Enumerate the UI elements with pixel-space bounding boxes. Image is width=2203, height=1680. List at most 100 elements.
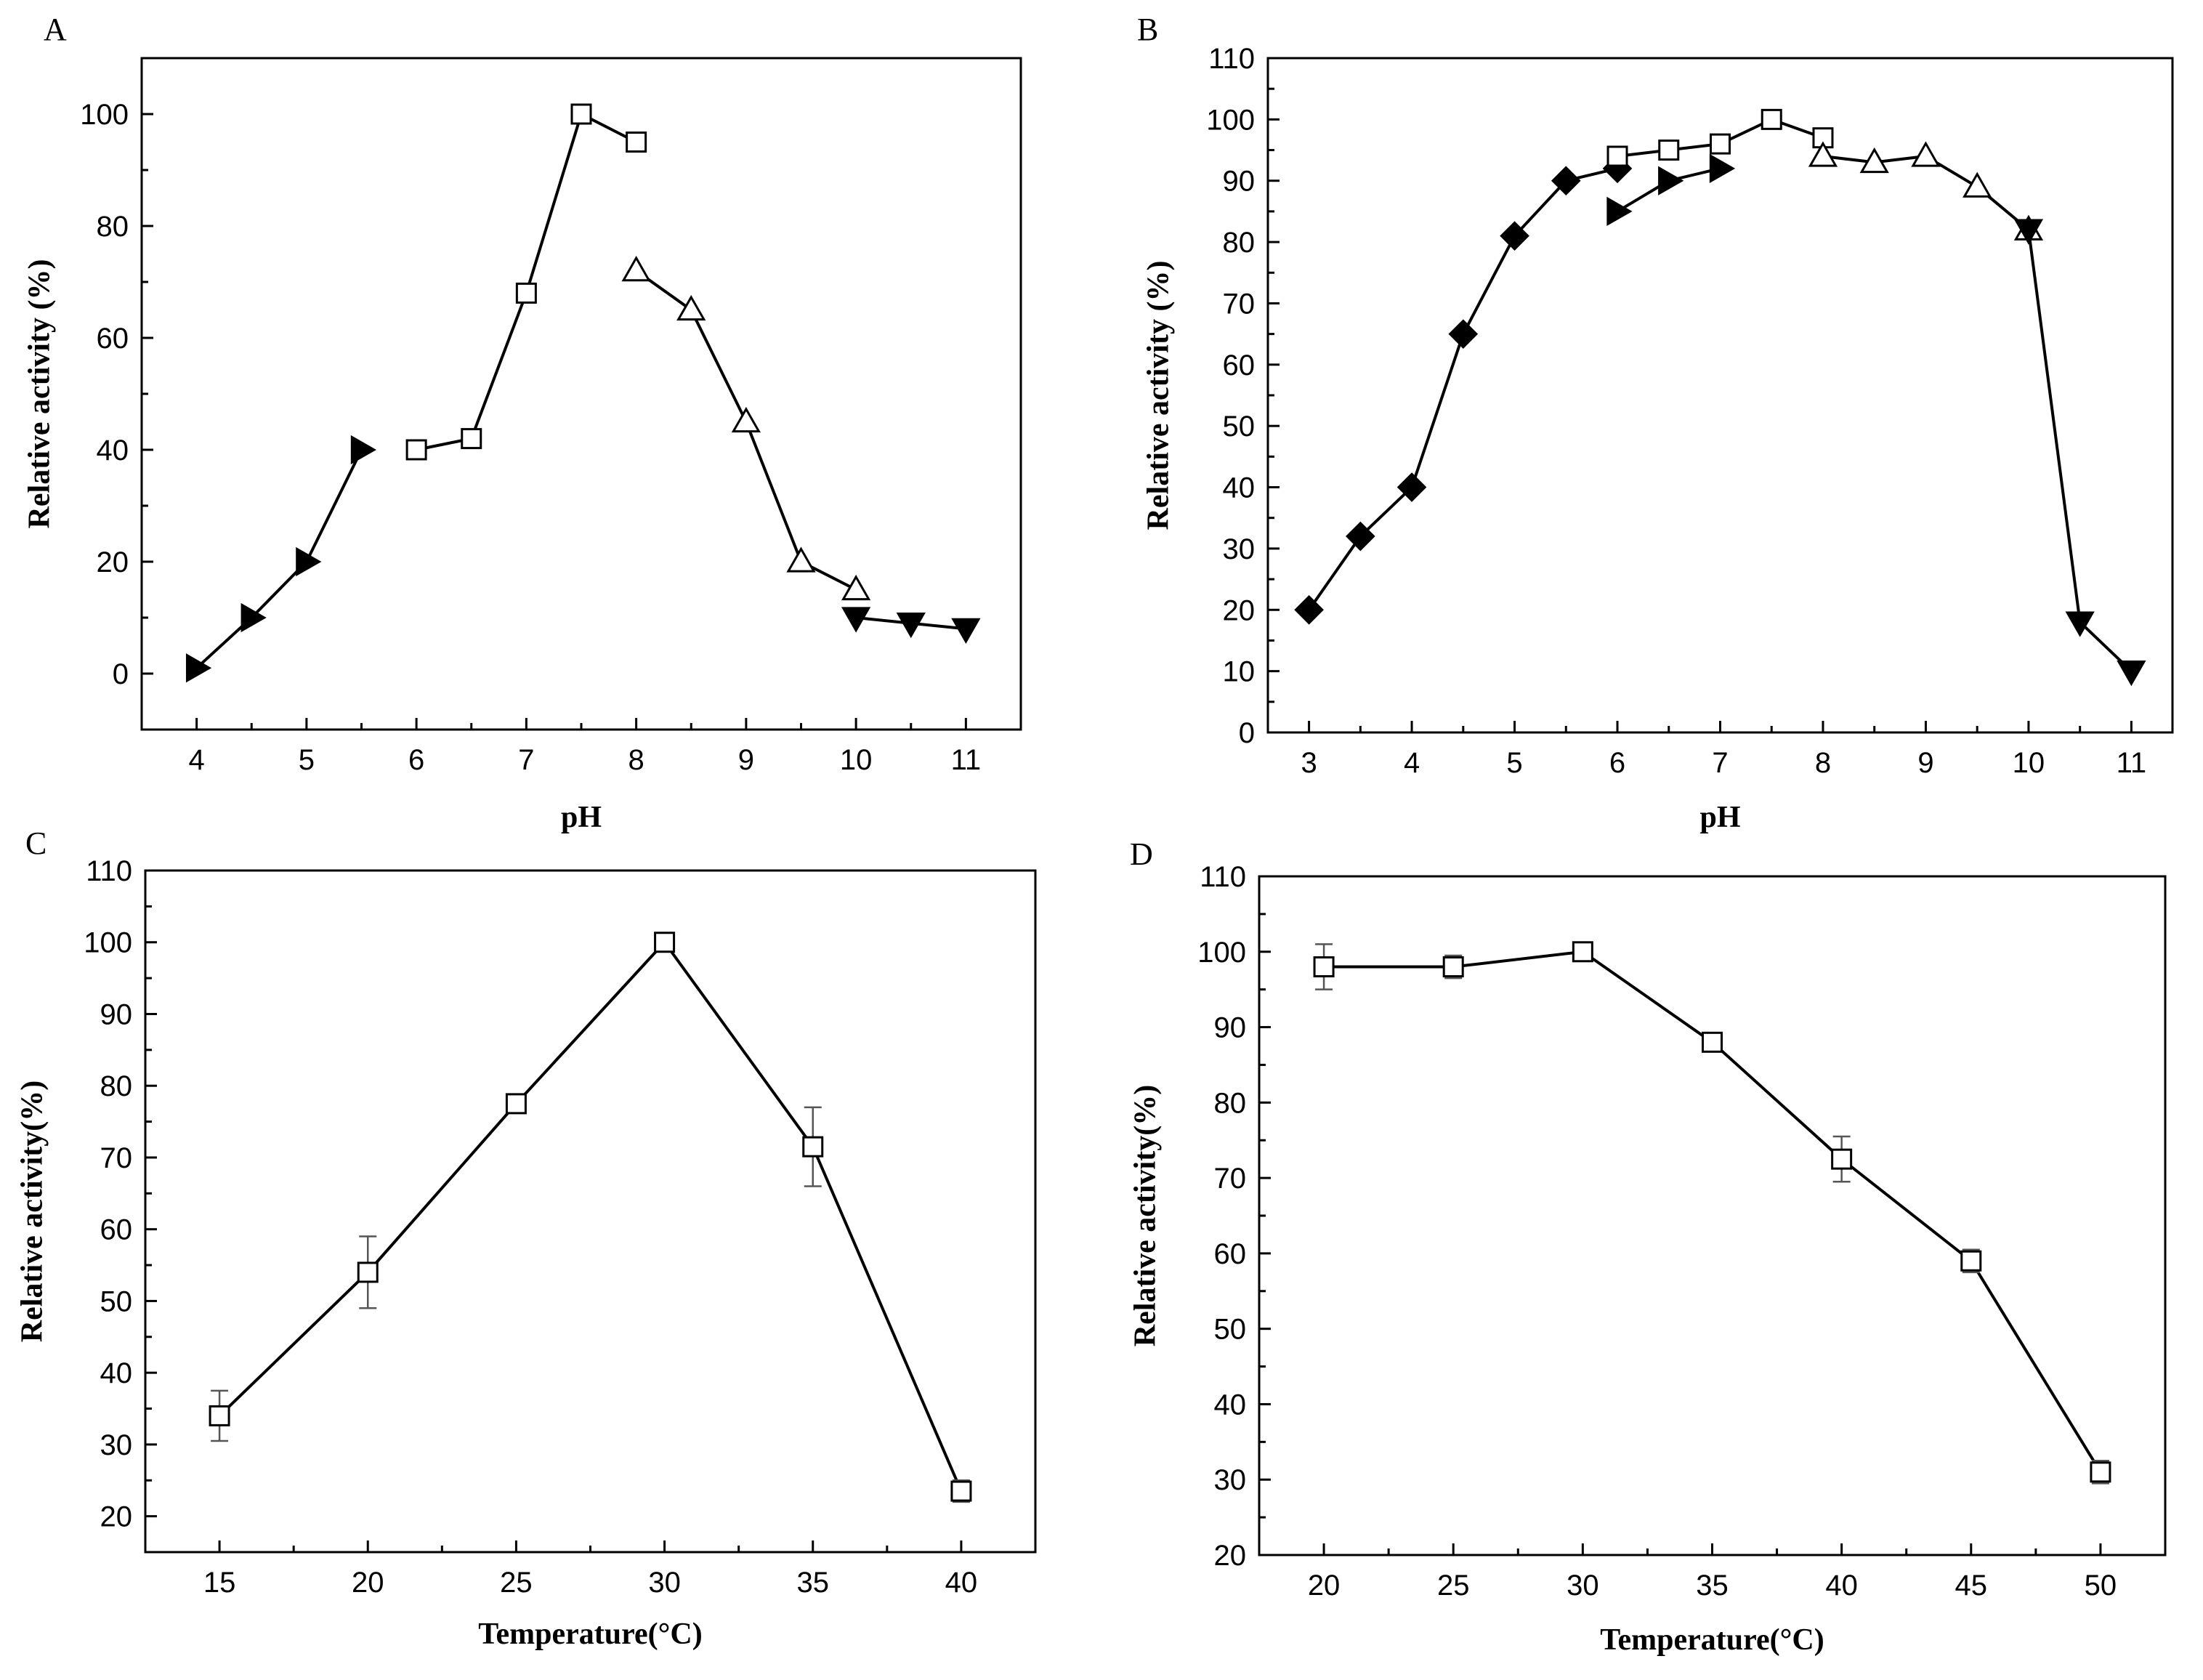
x-tick-label: 11 bbox=[951, 744, 982, 776]
panel-d: D 20 25 30 35 40 45 50 20 30 40 50 60 70 80 90 100 110 Tem… bbox=[1129, 836, 2167, 1657]
data-point bbox=[731, 406, 761, 433]
data-point bbox=[461, 428, 482, 450]
y-tick-label: 20 bbox=[100, 1501, 133, 1533]
data-point bbox=[2013, 219, 2044, 245]
y-tick-label: 30 bbox=[1223, 533, 1256, 565]
data-point bbox=[786, 546, 816, 573]
x-tick-label: 3 bbox=[1301, 747, 1317, 779]
x-tick-label: 5 bbox=[1506, 747, 1522, 779]
data-point bbox=[1960, 1250, 1982, 1272]
data-point bbox=[2117, 660, 2146, 687]
x-tick-label: 35 bbox=[797, 1567, 830, 1599]
plot-frame bbox=[1258, 875, 2167, 1556]
y-axis-title: Relative activity(%) bbox=[16, 1081, 49, 1342]
series-1 bbox=[1313, 941, 2111, 1485]
y-tick-label: 50 bbox=[1214, 1314, 1247, 1346]
x-tick-label: 8 bbox=[1815, 747, 1831, 779]
data-point bbox=[185, 653, 212, 683]
x-axis-title: Temperature(°C) bbox=[478, 1618, 702, 1651]
y-tick-label: 50 bbox=[100, 1285, 133, 1317]
data-point bbox=[1294, 594, 1324, 625]
y-tick-label: 50 bbox=[1223, 411, 1256, 443]
y-tick-label: 30 bbox=[1214, 1464, 1247, 1496]
data-point bbox=[570, 103, 592, 125]
y-tick-label: 60 bbox=[100, 1214, 133, 1246]
y-axis-title: Relative activity (%) bbox=[1142, 261, 1176, 530]
x-tick-label: 20 bbox=[352, 1567, 384, 1599]
series-4 bbox=[1808, 141, 2044, 241]
y-tick-label: 100 bbox=[80, 99, 129, 131]
data-point bbox=[1572, 941, 1593, 963]
x-tick-label: 50 bbox=[2085, 1570, 2117, 1602]
x-axis-title: pH bbox=[1699, 801, 1740, 834]
x-axis-title: pH bbox=[561, 801, 602, 834]
y-tick-label: 30 bbox=[100, 1429, 133, 1461]
x-tick-label: 35 bbox=[1696, 1570, 1729, 1602]
y-tick-label: 0 bbox=[113, 658, 129, 690]
y-tick-label: 100 bbox=[1197, 937, 1246, 969]
data-point bbox=[1551, 166, 1581, 196]
x-tick-label: 11 bbox=[2117, 747, 2147, 779]
data-point bbox=[1709, 153, 1736, 183]
y-tick-label: 80 bbox=[1214, 1087, 1247, 1119]
x-tick-label: 30 bbox=[1567, 1570, 1599, 1602]
data-point bbox=[841, 607, 871, 633]
series-1 bbox=[209, 932, 972, 1503]
x-axis-title: Temperature(°C) bbox=[1600, 1623, 1824, 1657]
x-tick-label: 6 bbox=[1609, 747, 1625, 779]
data-point bbox=[296, 546, 322, 577]
y-axis-title: Relative activity (%) bbox=[23, 259, 57, 529]
y-tick-label: 20 bbox=[1223, 594, 1256, 626]
y-tick-label: 20 bbox=[97, 546, 129, 578]
series-3 bbox=[1606, 108, 1834, 167]
series-5 bbox=[2013, 219, 2146, 687]
y-tick-label: 40 bbox=[100, 1357, 133, 1389]
panel-c: C 15 20 25 30 35 40 20 30 40 50 60 70 80 90 100 110 Tempe… bbox=[16, 825, 1037, 1651]
y-tick-label: 110 bbox=[86, 855, 132, 887]
series-2 bbox=[1606, 153, 1736, 227]
data-point bbox=[505, 1093, 527, 1115]
data-point bbox=[405, 439, 427, 461]
data-point bbox=[951, 618, 981, 644]
series-3 bbox=[621, 256, 871, 601]
data-point bbox=[1500, 221, 1529, 251]
y-tick-label: 80 bbox=[1223, 227, 1256, 259]
series-1 bbox=[185, 435, 377, 683]
plot-frame bbox=[144, 869, 1037, 1554]
x-tick-label: 20 bbox=[1308, 1570, 1341, 1602]
data-point bbox=[1606, 196, 1633, 227]
x-tick-label: 4 bbox=[189, 744, 205, 776]
plot-frame bbox=[140, 57, 1022, 731]
y-tick-label: 70 bbox=[100, 1142, 133, 1174]
x-tick-label: 6 bbox=[408, 744, 424, 776]
panel-label: D bbox=[1130, 836, 1153, 872]
y-axis-title: Relative activity(%) bbox=[1129, 1085, 1163, 1346]
x-tick-label: 4 bbox=[1404, 747, 1420, 779]
x-tick-label: 15 bbox=[203, 1567, 236, 1599]
series-line bbox=[218, 940, 963, 1492]
data-point bbox=[1859, 147, 1889, 174]
data-point bbox=[2065, 611, 2095, 637]
data-point bbox=[350, 435, 377, 465]
data-point bbox=[1710, 133, 1731, 155]
data-point bbox=[209, 1405, 230, 1426]
series-4 bbox=[841, 607, 981, 644]
y-tick-label: 40 bbox=[97, 435, 129, 467]
series-line bbox=[1822, 154, 2030, 231]
data-point bbox=[841, 574, 871, 601]
series-line bbox=[1324, 950, 2102, 1473]
y-tick-label: 100 bbox=[84, 927, 132, 959]
data-point bbox=[1313, 956, 1335, 978]
y-tick-label: 110 bbox=[1208, 43, 1255, 75]
data-point bbox=[1808, 141, 1838, 167]
y-tick-label: 40 bbox=[1223, 472, 1256, 504]
panel-b: B3 4 5 6 7 8 9 10 110102030405060708090100110pHR… bbox=[1137, 12, 2174, 834]
y-tick-label: 60 bbox=[1214, 1238, 1247, 1270]
y-tick-label: 90 bbox=[100, 998, 133, 1030]
series-2 bbox=[405, 103, 647, 461]
data-point bbox=[1702, 1031, 1723, 1053]
x-tick-label: 5 bbox=[299, 744, 315, 776]
data-point bbox=[676, 294, 706, 321]
panel-label: B bbox=[1137, 12, 1158, 47]
